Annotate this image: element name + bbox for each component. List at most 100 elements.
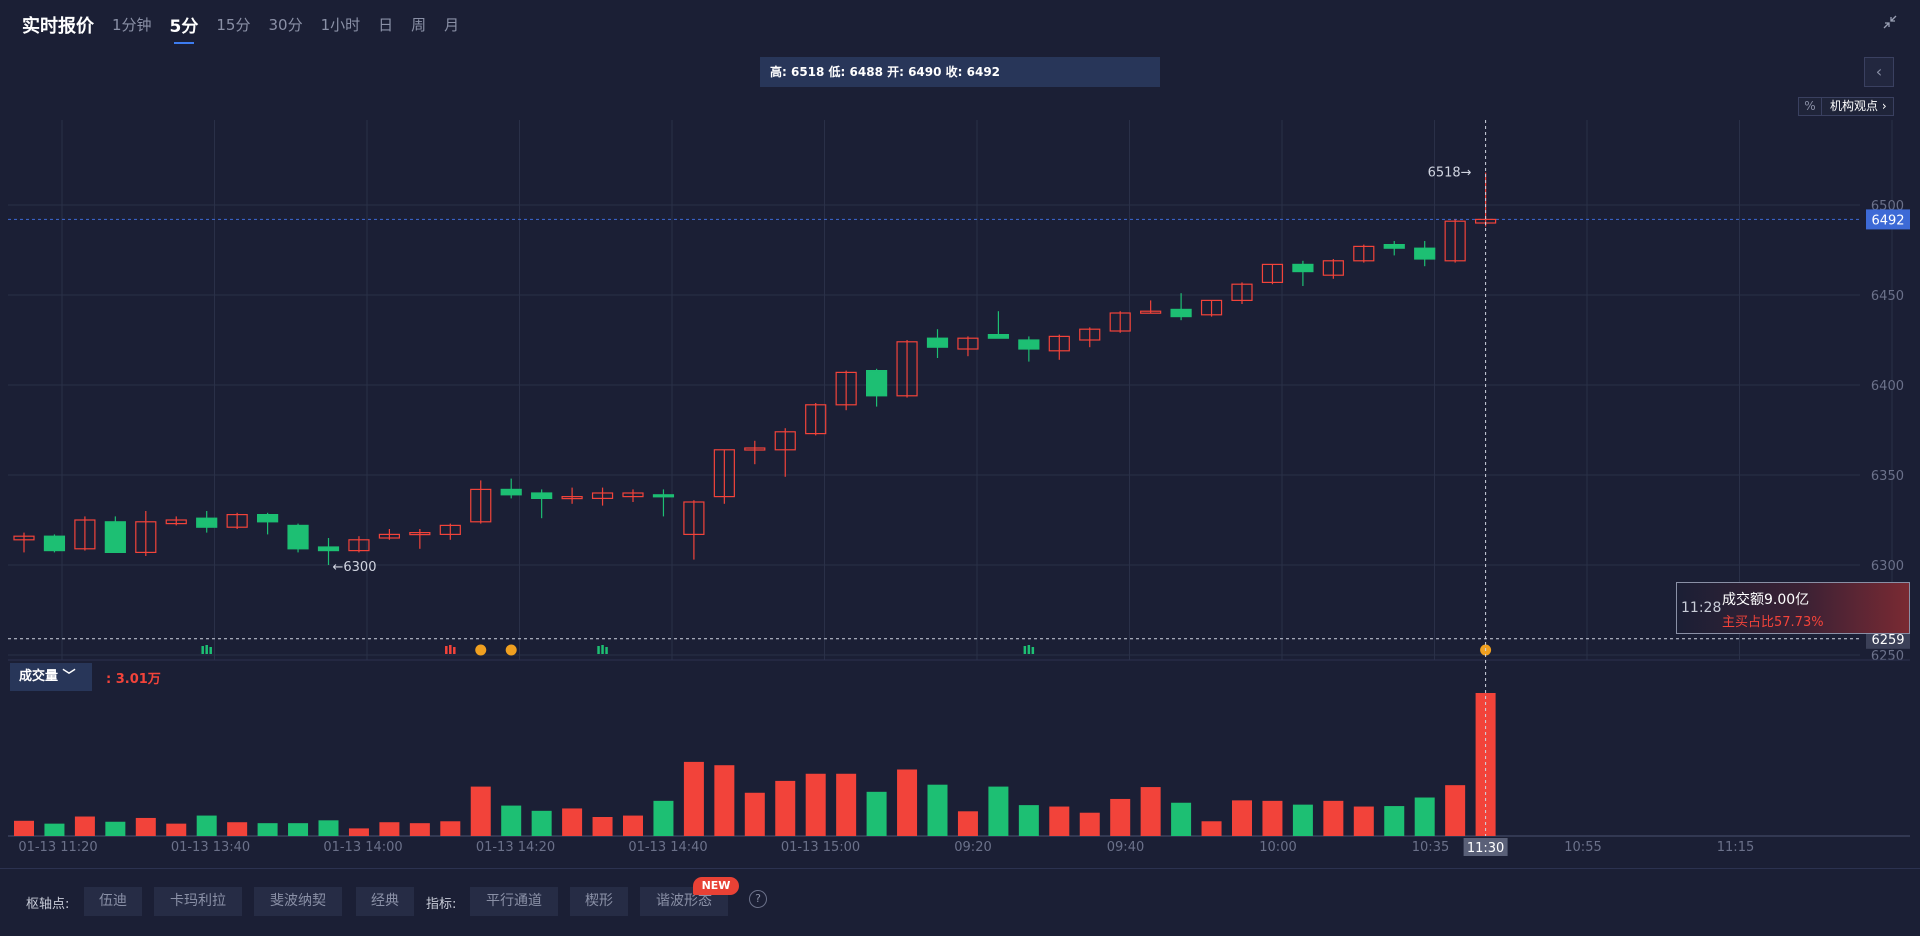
x-axis-label: 09:20 <box>954 840 991 855</box>
tab-5min[interactable]: 5分 <box>170 12 198 44</box>
candle-body <box>317 546 340 552</box>
volume-value: : 3.01万 <box>106 672 161 687</box>
candle-body <box>561 496 583 500</box>
x-axis-label: 01-13 15:00 <box>781 840 860 855</box>
candle-body <box>531 492 553 500</box>
candle-body <box>257 513 279 523</box>
chevron-left-icon[interactable]: ‹ <box>1864 57 1894 87</box>
candle-body <box>622 492 644 498</box>
tab-1min[interactable]: 1分钟 <box>112 16 152 34</box>
tooltip-amount: 成交额9.00亿 <box>1722 592 1810 608</box>
volume-bar <box>988 786 1009 836</box>
x-axis-label: 10:35 <box>1412 840 1449 855</box>
chevron-right-icon: › <box>1881 99 1887 113</box>
volume-bar <box>227 822 248 836</box>
volume-bar <box>166 823 187 836</box>
new-badge: NEW <box>693 877 739 895</box>
x-axis-label: 10:55 <box>1564 840 1601 855</box>
pivot-classic-button[interactable]: 经典 <box>356 887 414 916</box>
candle-body <box>1231 283 1253 302</box>
crosshair-price-label: 6259 <box>1871 633 1904 648</box>
volume-bar <box>1414 797 1435 836</box>
candle-body <box>1170 308 1192 318</box>
candle-body <box>1322 260 1344 276</box>
x-axis-label: 01-13 14:00 <box>323 840 402 855</box>
candle-body <box>805 404 827 435</box>
volume-selector[interactable]: 成交量 ﹀ <box>10 663 92 691</box>
x-axis-label: 01-13 11:20 <box>18 840 97 855</box>
tab-15min[interactable]: 15分 <box>216 16 251 34</box>
candlestick-chart[interactable]: 650064506400635063006250649262596518→←63… <box>0 0 1920 868</box>
volume-bar <box>805 773 826 836</box>
institution-view-button[interactable]: % 机构观点 › <box>1798 97 1894 116</box>
high-marker-label: 6518→ <box>1428 166 1472 181</box>
low-marker-label: ←6300 <box>333 560 377 575</box>
volume-bar <box>1292 804 1313 836</box>
indicator-parallel-channel-button[interactable]: 平行通道 <box>470 887 558 916</box>
coin-marker-icon <box>475 644 487 656</box>
candle-body <box>165 519 187 525</box>
candle-body <box>926 337 949 348</box>
candle-body <box>987 334 1010 339</box>
tab-day[interactable]: 日 <box>378 16 394 34</box>
help-icon[interactable]: ? <box>749 890 767 908</box>
volume-bar <box>74 816 95 836</box>
volume-bar <box>14 820 34 836</box>
volume-bar <box>775 780 796 836</box>
pivot-label: 枢轴点: <box>26 897 70 912</box>
volume-bar <box>957 811 978 836</box>
volume-bar <box>440 821 461 836</box>
candle-body <box>74 519 96 550</box>
last-price-tag <box>1866 209 1910 230</box>
volume-bar <box>348 828 369 836</box>
volume-bar <box>1445 785 1466 836</box>
tab-30min[interactable]: 30分 <box>268 16 303 34</box>
price-tick-label: 6450 <box>1871 289 1904 304</box>
indicator-wedge-button[interactable]: 楔形 <box>570 887 628 916</box>
volume-bar <box>105 821 126 836</box>
candle-body <box>196 517 218 528</box>
tab-month[interactable]: 月 <box>444 16 460 34</box>
volume-bar <box>257 823 278 836</box>
volume-bar <box>1079 812 1100 836</box>
candle-body <box>652 494 675 498</box>
x-axis-label: 09:40 <box>1107 840 1144 855</box>
candle-body <box>1048 335 1070 352</box>
chevron-down-icon: ﹀ <box>62 669 76 684</box>
volume-bar <box>1140 787 1161 836</box>
candle-body <box>1079 328 1101 341</box>
volume-bar <box>714 765 735 836</box>
indicator-label: 指标: <box>426 897 457 912</box>
candle-body <box>744 447 766 451</box>
pivot-camarilla-button[interactable]: 卡玛利拉 <box>154 887 242 916</box>
volume-bar <box>1171 802 1192 836</box>
candle-body <box>104 521 126 553</box>
x-axis-label: 01-13 14:40 <box>628 840 707 855</box>
candle-body <box>1383 244 1405 249</box>
pivot-fibonacci-button[interactable]: 斐波纳契 <box>254 887 342 916</box>
volume-selector-label: 成交量 <box>19 669 59 684</box>
top-bar: 实时报价 1分钟 5分 15分 30分 1小时 日 周 月 <box>0 0 1920 46</box>
candle-body <box>439 524 461 536</box>
candle-body <box>43 535 66 552</box>
price-tick-label: 6350 <box>1871 469 1904 484</box>
volume-bar <box>1323 800 1344 836</box>
tab-1hour[interactable]: 1小时 <box>320 16 361 34</box>
collapse-icon[interactable] <box>1882 14 1898 30</box>
candle-body <box>1018 339 1040 350</box>
volume-bar <box>1384 806 1405 836</box>
tooltip-ratio: 主买占比57.73% <box>1722 615 1824 630</box>
volume-bar <box>623 815 643 836</box>
volume-bar <box>683 761 704 836</box>
candle-body <box>1109 312 1131 332</box>
pivot-woodie-button[interactable]: 伍迪 <box>84 887 142 916</box>
candle-body <box>1292 263 1314 273</box>
coin-marker-icon <box>505 644 517 656</box>
bottom-toolbar: 枢轴点: 伍迪 卡玛利拉 斐波纳契 经典 指标: 平行通道 楔形 谐波形态 NE… <box>0 868 1920 936</box>
candle-body <box>287 524 309 550</box>
volume-bar <box>409 823 430 836</box>
volume-bar <box>1232 800 1252 836</box>
crosshair-time-label: 11:30 <box>1467 841 1504 856</box>
institution-label: 机构观点 <box>1830 99 1879 113</box>
tab-week[interactable]: 周 <box>411 16 427 34</box>
